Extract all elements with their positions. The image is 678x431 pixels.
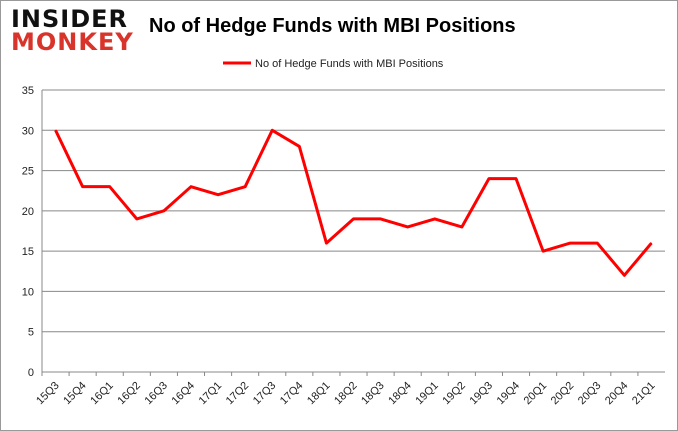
x-tick-label: 20Q4 xyxy=(603,380,631,408)
x-tick-label: 18Q3 xyxy=(359,380,387,408)
x-tick-label: 21Q1 xyxy=(630,380,658,408)
data-point xyxy=(163,210,165,212)
data-point xyxy=(271,129,273,131)
data-point xyxy=(353,218,354,220)
y-tick-label: 15 xyxy=(22,246,34,258)
data-point xyxy=(325,242,327,244)
x-tick-label: 19Q4 xyxy=(495,380,523,408)
data-point xyxy=(488,178,490,180)
data-point xyxy=(298,145,300,147)
data-point xyxy=(569,242,571,244)
series-line xyxy=(54,128,653,277)
x-tick-label: 15Q3 xyxy=(34,380,62,408)
y-tick-label: 10 xyxy=(22,286,34,298)
data-point xyxy=(407,226,409,228)
x-tick-label: 18Q4 xyxy=(386,380,414,408)
x-tick-label: 16Q3 xyxy=(142,380,170,408)
x-tick-label: 17Q4 xyxy=(278,380,306,408)
x-tick-label: 20Q2 xyxy=(549,380,577,408)
x-tick-label: 20Q3 xyxy=(576,380,604,408)
data-point xyxy=(136,218,138,220)
legend-label: No of Hedge Funds with MBI Positions xyxy=(255,58,444,70)
data-point xyxy=(244,186,246,188)
data-point xyxy=(434,218,436,220)
data-point xyxy=(623,274,625,276)
x-tick-label: 17Q3 xyxy=(251,380,279,408)
data-point xyxy=(190,186,192,188)
data-point xyxy=(515,178,517,180)
x-tick-label: 16Q2 xyxy=(115,380,143,408)
x-tick-label: 18Q1 xyxy=(305,380,333,408)
data-point xyxy=(380,218,382,220)
y-tick-label: 30 xyxy=(22,125,34,137)
x-tick-label: 18Q2 xyxy=(332,380,360,408)
x-tick-label: 17Q2 xyxy=(224,380,252,408)
x-tick-label: 19Q1 xyxy=(413,380,441,408)
data-point xyxy=(217,194,219,196)
x-tick-label: 19Q2 xyxy=(440,380,468,408)
logo-insider: INSIDER xyxy=(11,5,129,33)
data-point xyxy=(461,226,463,228)
data-point xyxy=(55,129,57,131)
x-tick-label: 19Q3 xyxy=(468,380,496,408)
x-tick-label: 20Q1 xyxy=(522,380,550,408)
y-tick-label: 0 xyxy=(28,367,34,379)
y-tick-label: 5 xyxy=(28,327,34,339)
data-point xyxy=(109,186,111,188)
data-point xyxy=(596,242,598,244)
x-tick-label: 16Q1 xyxy=(88,380,116,408)
data-point xyxy=(650,242,652,244)
data-point xyxy=(82,186,84,188)
y-tick-label: 25 xyxy=(22,166,34,178)
chart-title: No of Hedge Funds with MBI Positions xyxy=(149,15,516,37)
x-tick-label: 17Q1 xyxy=(197,380,225,408)
y-tick-label: 20 xyxy=(22,206,34,218)
x-tick-label: 16Q4 xyxy=(170,380,198,408)
data-point xyxy=(542,250,544,252)
y-tick-label: 35 xyxy=(22,85,34,97)
logo-monkey: MONKEY xyxy=(11,28,134,56)
x-tick-label: 15Q4 xyxy=(61,380,89,408)
